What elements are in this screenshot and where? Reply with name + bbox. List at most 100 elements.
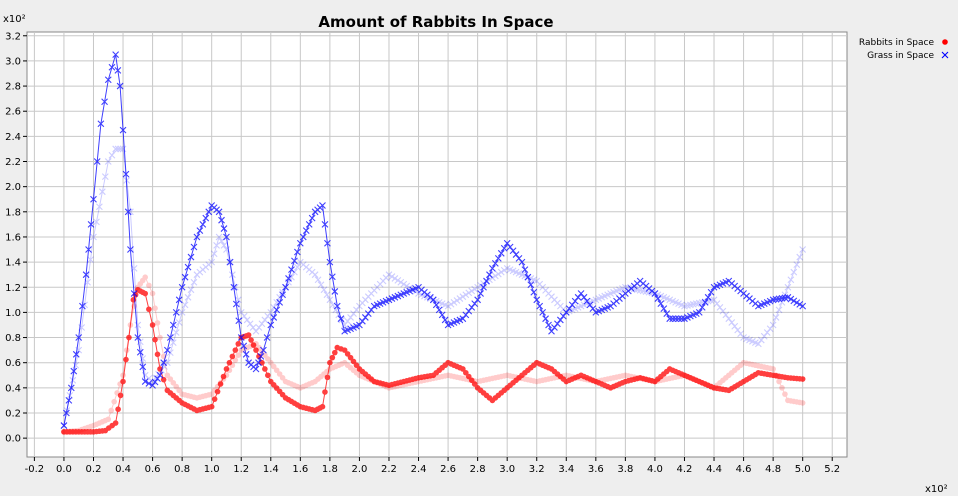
data-point xyxy=(63,409,70,417)
data-point xyxy=(450,298,458,306)
y-tick-label: 0.4 xyxy=(5,383,21,394)
data-point xyxy=(358,299,366,307)
y-axis: 0.0 0.2 0.4 0.6 0.8 1.0 1.2 1.4 1.6 1.8 2.0 2.2 2.4 2… xyxy=(5,31,27,445)
data-point xyxy=(350,358,357,365)
data-point xyxy=(460,366,466,372)
data-point xyxy=(134,334,142,341)
data-point xyxy=(373,283,381,291)
data-point xyxy=(530,378,537,384)
data-point xyxy=(483,277,490,285)
data-point xyxy=(480,283,487,291)
data-point xyxy=(123,356,129,363)
data-point xyxy=(536,378,543,384)
data-point xyxy=(766,325,774,333)
data-point xyxy=(341,347,348,353)
data-point xyxy=(178,309,186,316)
data-point xyxy=(344,362,351,369)
data-point xyxy=(451,373,457,380)
data-point xyxy=(432,301,440,309)
data-point xyxy=(775,306,783,314)
data-point xyxy=(276,371,283,377)
data-point xyxy=(326,296,334,304)
data-point xyxy=(746,361,753,367)
data-point xyxy=(598,293,606,301)
data-point xyxy=(306,381,312,387)
data-point xyxy=(536,280,544,288)
data-point xyxy=(441,301,449,309)
data-point xyxy=(93,218,100,226)
data-point xyxy=(799,400,806,406)
data-point xyxy=(90,422,97,429)
data-point xyxy=(332,349,338,356)
data-point xyxy=(358,317,366,325)
data-point xyxy=(772,314,780,321)
data-point xyxy=(205,392,212,398)
data-point xyxy=(515,270,523,277)
y-tick-label: 2.0 xyxy=(5,182,21,193)
data-point xyxy=(468,377,475,384)
data-point xyxy=(163,346,171,354)
data-point xyxy=(743,360,750,367)
data-point xyxy=(776,378,782,385)
data-point xyxy=(361,314,369,321)
data-point xyxy=(220,373,227,380)
data-point xyxy=(568,301,576,309)
data-point xyxy=(208,258,216,266)
data-point xyxy=(114,145,122,153)
data-point xyxy=(108,151,116,159)
data-point xyxy=(252,327,260,335)
x-tick-label: 1.0 xyxy=(204,464,220,475)
data-point xyxy=(580,293,588,301)
data-point xyxy=(370,287,378,294)
x-tick-label: 4.4 xyxy=(706,464,722,475)
data-point xyxy=(787,276,795,284)
data-point xyxy=(326,258,334,266)
data-point xyxy=(551,374,558,381)
data-point xyxy=(185,392,191,399)
data-point xyxy=(666,375,673,382)
data-point xyxy=(447,300,455,308)
series-1 xyxy=(60,51,807,429)
data-point xyxy=(367,290,375,297)
data-point xyxy=(489,265,496,272)
data-point xyxy=(760,332,768,340)
data-point xyxy=(542,376,549,383)
data-point xyxy=(302,227,310,235)
data-point xyxy=(60,422,68,429)
data-point xyxy=(500,266,508,274)
data-point xyxy=(285,380,292,386)
data-point xyxy=(149,322,156,328)
x-tick-label: 2.8 xyxy=(470,464,486,475)
y-tick-label: 0.6 xyxy=(5,358,21,369)
data-point xyxy=(104,76,112,84)
data-point xyxy=(754,340,762,348)
data-point xyxy=(515,254,523,262)
data-point xyxy=(350,367,357,374)
data-point xyxy=(692,300,700,307)
data-point xyxy=(607,290,614,297)
data-point xyxy=(442,373,448,379)
data-point xyxy=(394,276,402,284)
data-point xyxy=(187,253,195,261)
data-point xyxy=(728,319,736,326)
x-tick-label: 2.2 xyxy=(381,464,397,475)
data-point xyxy=(675,300,682,307)
data-point xyxy=(769,321,777,329)
data-point xyxy=(242,350,250,358)
data-point xyxy=(483,376,490,383)
data-point xyxy=(70,367,78,375)
data-point xyxy=(494,254,502,262)
data-point xyxy=(87,220,95,228)
data-point xyxy=(112,51,120,59)
data-point xyxy=(539,309,547,316)
data-point xyxy=(323,291,331,299)
data-point xyxy=(551,324,558,331)
data-point xyxy=(743,335,750,343)
data-point xyxy=(528,377,534,384)
data-point xyxy=(279,374,286,381)
data-point xyxy=(457,374,463,381)
data-point xyxy=(166,334,174,341)
data-point xyxy=(463,369,469,376)
data-point xyxy=(391,275,399,282)
data-point xyxy=(356,321,363,329)
